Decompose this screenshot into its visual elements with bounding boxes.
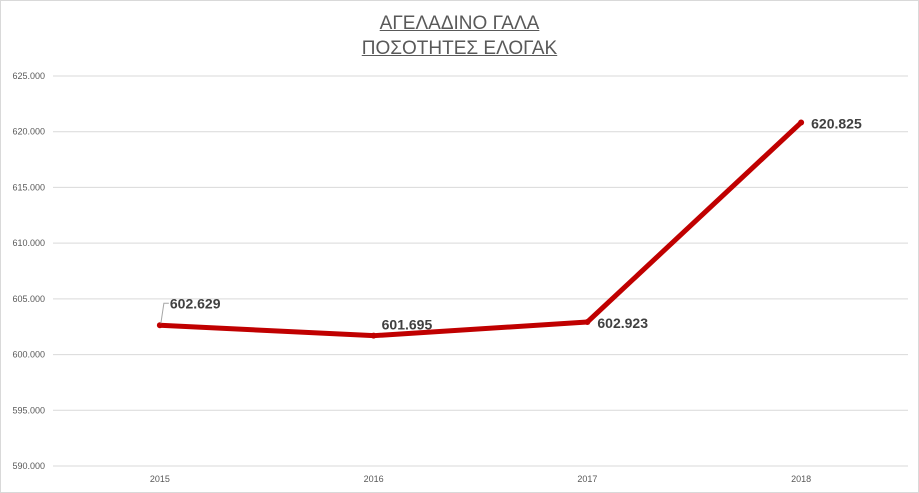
y-tick-label: 625.000 xyxy=(12,71,45,81)
y-tick-label: 620.000 xyxy=(12,127,45,137)
y-tick-label: 605.000 xyxy=(12,294,45,304)
chart-title: ΑΓΕΛΑΔΙΝΟ ΓΑΛΑ xyxy=(379,13,540,34)
x-tick-label: 2017 xyxy=(577,474,597,484)
data-point xyxy=(156,322,163,329)
x-tick-label: 2015 xyxy=(150,474,170,484)
data-label: 620.825 xyxy=(811,116,862,132)
data-label: 602.923 xyxy=(597,315,648,331)
data-point xyxy=(370,332,377,339)
x-tick-label: 2016 xyxy=(364,474,384,484)
data-label-leader xyxy=(160,302,169,324)
chart-subtitle: ΠΟΣΟΤΗΤΕΣ ΕΛΟΓΑΚ xyxy=(361,38,558,59)
data-label: 601.695 xyxy=(382,317,433,333)
x-tick-label: 2018 xyxy=(791,474,811,484)
y-tick-label: 610.000 xyxy=(12,238,45,248)
chart-title-block: ΑΓΕΛΑΔΙΝΟ ΓΑΛΑ ΠΟΣΟΤΗΤΕΣ ΕΛΟΓΑΚ xyxy=(1,11,918,61)
series-line xyxy=(157,120,804,339)
y-tick-label: 600.000 xyxy=(12,350,45,360)
y-tick-label: 615.000 xyxy=(12,182,45,192)
y-tick-label: 590.000 xyxy=(12,461,45,471)
y-tick-label: 595.000 xyxy=(12,405,45,415)
data-point xyxy=(798,119,805,126)
data-point xyxy=(584,319,591,326)
data-label: 602.629 xyxy=(170,295,221,311)
